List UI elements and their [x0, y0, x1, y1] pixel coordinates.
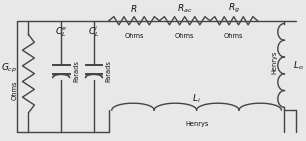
- Text: Henrys: Henrys: [185, 121, 208, 127]
- Text: $R_{ac}$: $R_{ac}$: [177, 2, 192, 15]
- Text: Ohms: Ohms: [124, 33, 144, 39]
- Text: $C_L^e$: $C_L^e$: [55, 25, 68, 38]
- Text: Ohms: Ohms: [175, 33, 194, 39]
- Text: Ohms: Ohms: [12, 80, 18, 100]
- Text: $L_o$: $L_o$: [293, 59, 304, 72]
- Text: $C_L^i$: $C_L^i$: [88, 24, 100, 39]
- Text: $R$: $R$: [130, 3, 138, 14]
- Text: $L_i$: $L_i$: [192, 93, 201, 105]
- Text: Ohms: Ohms: [224, 33, 244, 39]
- Text: Farads: Farads: [73, 60, 79, 82]
- Text: Farads: Farads: [106, 60, 112, 82]
- Text: $G_{cp}$: $G_{cp}$: [1, 62, 17, 75]
- Text: Henrys: Henrys: [272, 51, 278, 74]
- Text: $R_g$: $R_g$: [228, 2, 240, 15]
